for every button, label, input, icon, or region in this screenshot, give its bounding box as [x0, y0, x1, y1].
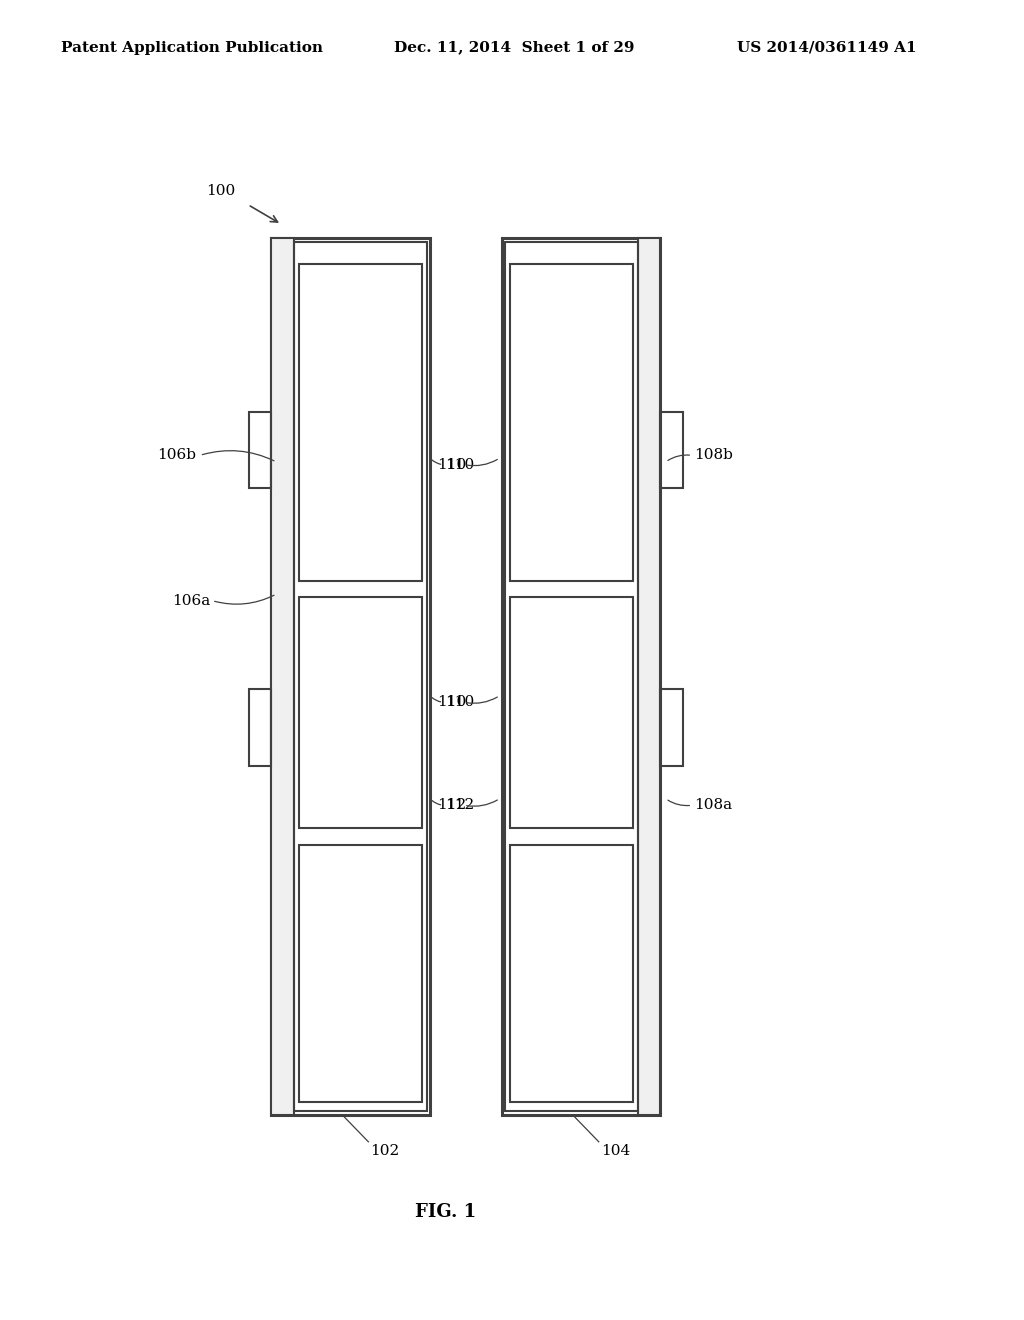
Text: 108b: 108b [694, 449, 733, 462]
Text: 102: 102 [371, 1144, 399, 1159]
Bar [299, 597, 422, 828]
Bar [299, 264, 422, 581]
Bar [299, 845, 422, 1102]
Text: 110: 110 [436, 458, 466, 471]
Text: 110: 110 [445, 458, 475, 471]
Text: 100: 100 [206, 185, 236, 198]
Bar [271, 238, 430, 1115]
Bar [660, 689, 683, 766]
Text: 110: 110 [436, 696, 466, 709]
Text: 106a: 106a [172, 594, 210, 607]
Text: 110: 110 [445, 696, 475, 709]
Text: Dec. 11, 2014  Sheet 1 of 29: Dec. 11, 2014 Sheet 1 of 29 [394, 41, 635, 54]
Bar [249, 412, 271, 488]
Bar [638, 238, 660, 1115]
Text: 108a: 108a [694, 799, 732, 812]
Bar [249, 689, 271, 766]
Bar [660, 412, 683, 488]
Bar [271, 238, 294, 1115]
Bar [505, 242, 638, 1111]
Bar [510, 264, 633, 581]
Text: FIG. 1: FIG. 1 [415, 1203, 476, 1221]
Text: US 2014/0361149 A1: US 2014/0361149 A1 [737, 41, 916, 54]
Bar [294, 242, 427, 1111]
Bar [502, 238, 660, 1115]
Bar [510, 845, 633, 1102]
Text: 112: 112 [445, 799, 475, 812]
Text: Patent Application Publication: Patent Application Publication [61, 41, 324, 54]
Bar [510, 597, 633, 828]
Text: 112: 112 [436, 799, 466, 812]
Text: 106b: 106b [158, 449, 197, 462]
Text: 104: 104 [601, 1144, 630, 1159]
